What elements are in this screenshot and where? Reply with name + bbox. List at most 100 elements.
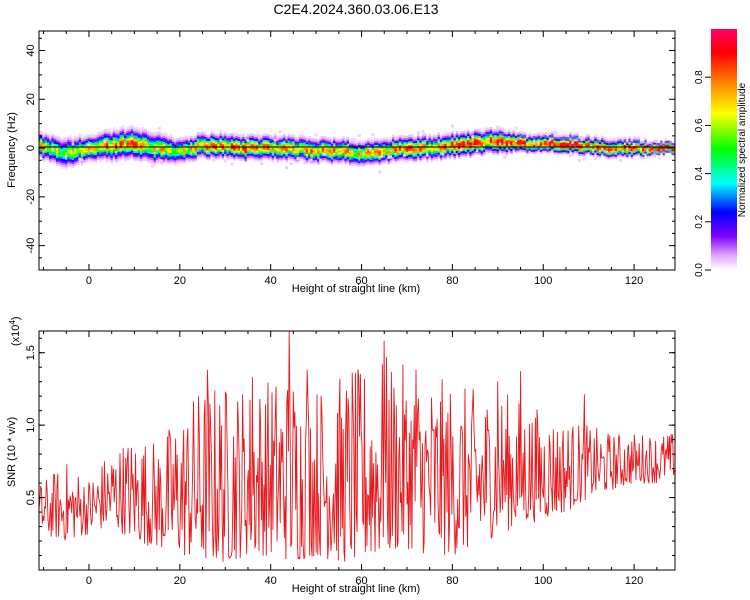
heatmap-cell <box>492 144 495 148</box>
heatmap-cell <box>494 152 497 155</box>
heatmap-cell <box>337 153 341 157</box>
heatmap-cell <box>503 133 507 136</box>
heatmap-cell <box>244 146 248 149</box>
heatmap-cell <box>348 161 352 165</box>
heatmap-cell <box>437 134 441 138</box>
heatmap-cell <box>498 144 502 147</box>
heatmap-cell <box>135 132 139 136</box>
heatmap-cell <box>117 157 120 160</box>
heatmap-cell <box>280 135 284 138</box>
heatmap-cell <box>153 149 157 152</box>
heatmap-cell <box>92 148 95 151</box>
heatmap-cell <box>205 136 209 139</box>
heatmap-cell <box>119 136 123 139</box>
heatmap-cell <box>485 129 488 133</box>
heatmap-cell <box>228 137 232 140</box>
heatmap-cell <box>90 139 93 143</box>
heatmap-cell <box>153 160 157 164</box>
heatmap-cell <box>108 140 111 144</box>
heatmap-cell <box>121 125 125 128</box>
heatmap-cell <box>196 143 200 147</box>
heatmap-cell <box>262 143 266 146</box>
heatmap-cell <box>312 155 316 159</box>
heatmap-cell <box>417 137 420 141</box>
heatmap-cell <box>167 151 170 155</box>
heatmap-cell <box>85 153 89 157</box>
heatmap-cell <box>83 155 86 159</box>
heatmap-cell <box>80 149 84 152</box>
heatmap-cell <box>185 137 189 141</box>
heatmap-cell <box>69 158 73 162</box>
heatmap-cell <box>101 144 104 147</box>
heatmap-cell <box>183 149 186 152</box>
heatmap-cell <box>130 132 134 136</box>
heatmap-cell <box>471 154 475 157</box>
heatmap-cell <box>239 137 243 140</box>
heatmap-cell <box>657 148 661 152</box>
heatmap-cell <box>314 143 318 147</box>
heatmap-cell <box>462 130 466 134</box>
heatmap-cell <box>226 155 229 158</box>
heatmap-cell <box>480 138 484 142</box>
heatmap-cell <box>448 148 452 152</box>
heatmap-cell <box>439 147 443 150</box>
heatmap-cell <box>644 137 647 140</box>
heatmap-cell <box>417 147 420 150</box>
heatmap-cell <box>367 156 370 159</box>
heatmap-cell <box>271 159 275 162</box>
heatmap-cell <box>376 161 379 165</box>
heatmap-cell <box>328 155 332 158</box>
heatmap-cell <box>103 147 107 150</box>
heatmap-cell <box>326 148 329 152</box>
heatmap-cell <box>324 155 327 159</box>
heatmap-cell <box>642 140 645 144</box>
heatmap-cell <box>669 140 672 144</box>
heatmap-cell <box>619 147 622 151</box>
heatmap-cell <box>573 136 577 140</box>
heatmap-cell <box>580 143 584 147</box>
heatmap-cell <box>403 135 407 139</box>
heatmap-cell <box>85 140 89 143</box>
heatmap-cell <box>369 143 373 147</box>
heatmap-cell <box>346 148 350 152</box>
heatmap-cell <box>544 136 547 139</box>
heatmap-cell <box>303 159 307 162</box>
heatmap-cell <box>385 156 388 160</box>
heatmap-cell <box>299 152 302 155</box>
heatmap-cell <box>92 154 95 157</box>
heatmap-cell <box>230 146 234 150</box>
heatmap-cell <box>262 145 266 148</box>
heatmap-cell <box>448 152 452 156</box>
heatmap-cell <box>124 139 127 142</box>
heatmap-cell <box>158 136 161 140</box>
heatmap-cell <box>308 142 311 145</box>
heatmap-cell <box>498 128 502 132</box>
heatmap-cell <box>642 144 645 148</box>
heatmap-cell <box>444 151 447 154</box>
heatmap-cell <box>485 139 488 142</box>
heatmap-cell <box>428 143 432 147</box>
heatmap-cell <box>394 137 398 141</box>
heatmap-cell <box>623 154 627 157</box>
heatmap-cell <box>271 143 275 147</box>
heatmap-cell <box>646 155 650 159</box>
heatmap-cell <box>44 144 48 148</box>
heatmap-cell <box>53 139 57 142</box>
heatmap-cell <box>237 142 241 145</box>
heatmap-cell <box>642 148 645 152</box>
heatmap-cell <box>489 140 493 144</box>
heatmap-cell <box>208 153 211 157</box>
heatmap-cell <box>128 133 132 137</box>
heatmap-cell <box>310 147 313 151</box>
heatmap-cell <box>203 151 207 155</box>
heatmap-cell <box>451 146 454 150</box>
heatmap-cell <box>380 159 384 163</box>
heatmap-cell <box>217 147 220 150</box>
heatmap-cell <box>94 137 98 140</box>
heatmap-cell <box>373 150 377 153</box>
heatmap-cell <box>199 139 202 143</box>
heatmap-cell <box>153 151 157 154</box>
heatmap-cell <box>592 150 595 154</box>
heatmap-cell <box>115 140 118 144</box>
